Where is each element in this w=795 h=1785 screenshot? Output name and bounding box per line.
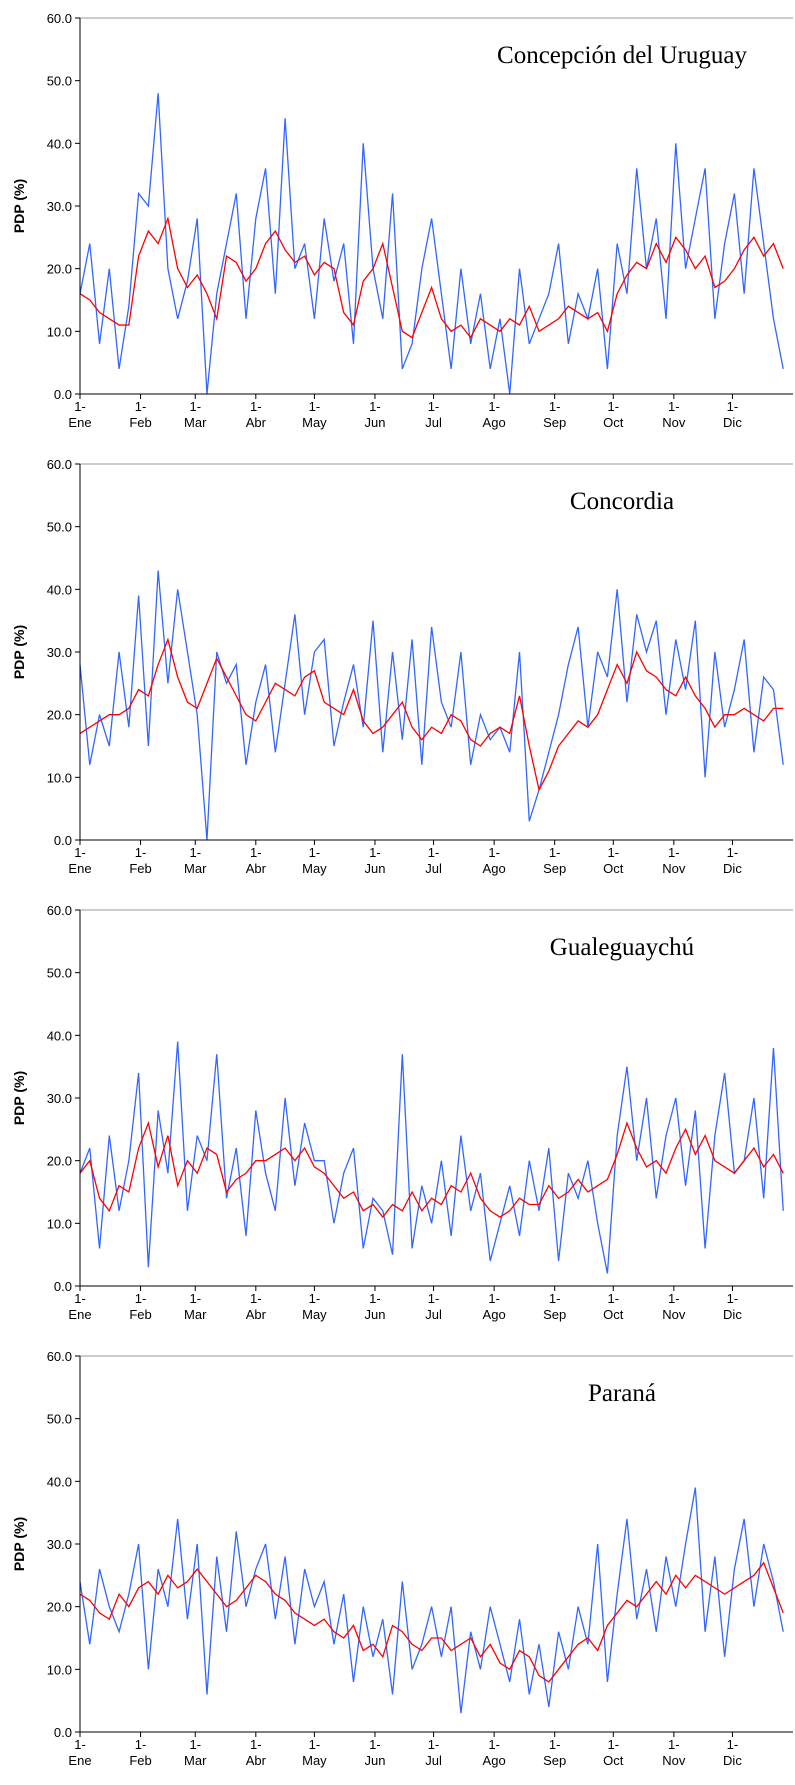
- x-tick-label: 1-Jun: [364, 845, 385, 876]
- x-tick-label: 1-Dic: [723, 1291, 742, 1322]
- y-tick-label: 30.0: [47, 1091, 72, 1106]
- x-tick-label: 1-Ago: [483, 399, 506, 430]
- x-tick-label: 1-Feb: [129, 1291, 151, 1322]
- y-tick-label: 0.0: [54, 387, 72, 402]
- chart-panel: 0.0 10.0 20.0 30.0 40.0 50.0 60.0 1-Ene 1-Feb 1-M…: [11, 11, 793, 430]
- y-tick-label: 40.0: [47, 1474, 72, 1489]
- y-tick-label: 20.0: [47, 1600, 72, 1615]
- y-tick-label: 60.0: [47, 1349, 72, 1364]
- y-axis-label: PDP (%): [11, 1517, 27, 1571]
- x-tick-label: 1-Dic: [723, 399, 742, 430]
- y-tick-label: 20.0: [47, 262, 72, 277]
- x-tick-label: 1-May: [302, 1737, 327, 1768]
- chart-title: Gualeguaychú: [550, 934, 695, 961]
- x-tick-label: 1-Ene: [68, 399, 91, 430]
- data-line: [79, 1041, 784, 1274]
- x-tick-label: 1-Nov: [662, 399, 686, 430]
- y-tick-label: 10.0: [47, 324, 72, 339]
- y-axis-label: PDP (%): [11, 625, 27, 679]
- x-tick-label: 1-Sep: [543, 845, 566, 876]
- y-tick-label: 20.0: [47, 708, 72, 723]
- x-tick-label: 1-Oct: [603, 1737, 624, 1768]
- chart-title: Paraná: [588, 1380, 656, 1407]
- x-tick-label: 1-Jun: [364, 1737, 385, 1768]
- y-tick-label: 60.0: [47, 903, 72, 918]
- x-tick-label: 1-Ago: [483, 1291, 506, 1322]
- y-tick-label: 20.0: [47, 1154, 72, 1169]
- chart-panel: 0.0 10.0 20.0 30.0 40.0 50.0 60.0 1-Ene 1-Feb 1-M…: [11, 457, 793, 876]
- x-tick-label: 1-Mar: [184, 399, 207, 430]
- x-tick-label: 1-Ago: [483, 1737, 506, 1768]
- y-tick-label: 50.0: [47, 1412, 72, 1427]
- x-tick-label: 1-Abr: [246, 399, 267, 430]
- chart-title: Concepción del Uruguay: [497, 42, 747, 69]
- y-tick-label: 0.0: [54, 1279, 72, 1294]
- x-tick-label: 1-Sep: [543, 1737, 566, 1768]
- y-tick-label: 50.0: [47, 74, 72, 89]
- x-tick-label: 1-Dic: [723, 1737, 742, 1768]
- y-tick-label: 50.0: [47, 966, 72, 981]
- x-tick-label: 1-Oct: [603, 1291, 624, 1322]
- x-tick-label: 1-May: [302, 1291, 327, 1322]
- y-tick-label: 50.0: [47, 520, 72, 535]
- x-tick-label: 1-Ene: [68, 1737, 91, 1768]
- y-tick-label: 0.0: [54, 1725, 72, 1740]
- y-axis-label: PDP (%): [11, 1071, 27, 1125]
- x-tick-label: 1-Jul: [425, 845, 442, 876]
- x-tick-label: 1-Mar: [184, 1737, 207, 1768]
- x-tick-label: 1-Nov: [662, 1291, 686, 1322]
- x-tick-label: 1-May: [302, 845, 327, 876]
- x-tick-label: 1-Abr: [246, 1737, 267, 1768]
- x-tick-label: 1-Jul: [425, 399, 442, 430]
- y-tick-label: 60.0: [47, 457, 72, 472]
- y-tick-label: 0.0: [54, 833, 72, 848]
- chart-panel: 0.0 10.0 20.0 30.0 40.0 50.0 60.0 1-Ene 1-Feb 1-M…: [11, 903, 793, 1322]
- x-tick-label: 1-Abr: [246, 1291, 267, 1322]
- x-tick-label: 1-Sep: [543, 399, 566, 430]
- x-tick-label: 1-Jul: [425, 1291, 442, 1322]
- data-line: [79, 93, 784, 395]
- x-tick-label: 1-Ene: [68, 1291, 91, 1322]
- y-tick-label: 30.0: [47, 645, 72, 660]
- y-tick-label: 10.0: [47, 1662, 72, 1677]
- x-tick-label: 1-May: [302, 399, 327, 430]
- y-tick-label: 40.0: [47, 1028, 72, 1043]
- y-tick-label: 60.0: [47, 11, 72, 26]
- y-tick-label: 10.0: [47, 1216, 72, 1231]
- x-tick-label: 1-Feb: [129, 1737, 151, 1768]
- data-line: [79, 1561, 784, 1683]
- x-tick-label: 1-Sep: [543, 1291, 566, 1322]
- x-tick-label: 1-Mar: [184, 1291, 207, 1322]
- data-line: [79, 216, 784, 339]
- x-tick-label: 1-Oct: [603, 845, 624, 876]
- chart-panel: 0.0 10.0 20.0 30.0 40.0 50.0 60.0 1-Ene 1-Feb 1-M…: [11, 1349, 793, 1768]
- y-tick-label: 30.0: [47, 1537, 72, 1552]
- x-tick-label: 1-Ago: [483, 845, 506, 876]
- y-tick-label: 40.0: [47, 136, 72, 151]
- x-tick-label: 1-Jul: [425, 1737, 442, 1768]
- x-tick-label: 1-Feb: [129, 845, 151, 876]
- data-line: [79, 637, 784, 792]
- x-tick-label: 1-Mar: [184, 845, 207, 876]
- y-tick-label: 40.0: [47, 582, 72, 597]
- chart-title: Concordia: [570, 488, 674, 515]
- x-tick-label: 1-Oct: [603, 399, 624, 430]
- data-line: [79, 1120, 784, 1219]
- y-axis-label: PDP (%): [11, 179, 27, 233]
- y-tick-label: 10.0: [47, 770, 72, 785]
- data-line: [79, 1487, 784, 1714]
- x-tick-label: 1-Jun: [364, 399, 385, 430]
- x-tick-label: 1-Nov: [662, 845, 686, 876]
- y-tick-label: 30.0: [47, 199, 72, 214]
- x-tick-label: 1-Ene: [68, 845, 91, 876]
- data-line: [79, 570, 784, 841]
- x-tick-label: 1-Jun: [364, 1291, 385, 1322]
- x-tick-label: 1-Dic: [723, 845, 742, 876]
- x-tick-label: 1-Nov: [662, 1737, 686, 1768]
- x-tick-label: 1-Abr: [246, 845, 267, 876]
- x-tick-label: 1-Feb: [129, 399, 151, 430]
